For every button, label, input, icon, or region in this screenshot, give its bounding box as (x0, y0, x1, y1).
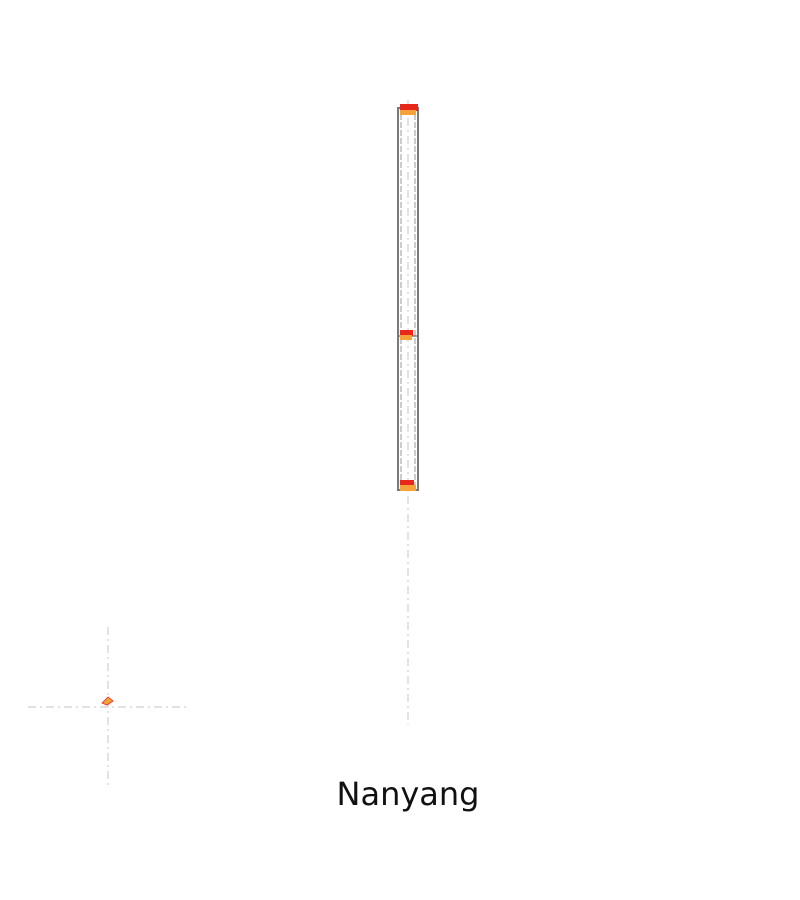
marker-middle (400, 330, 413, 340)
diagram-caption: Nanyang (336, 775, 480, 813)
marker-bottom (400, 480, 416, 491)
crosshair-point-icon (101, 696, 114, 706)
marker-top (400, 104, 418, 115)
crosshair-marker (28, 627, 188, 787)
